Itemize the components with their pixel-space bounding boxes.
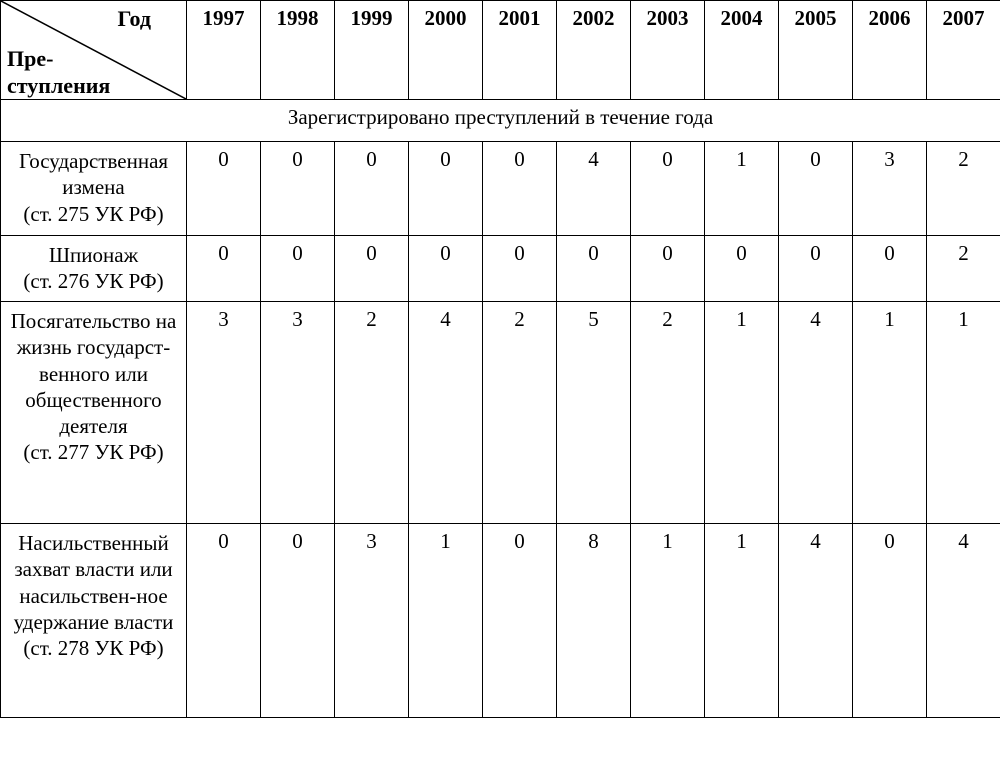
year-header: 2002 [557, 1, 631, 100]
table-row: Посягательство на жизнь государст-венног… [1, 302, 1000, 524]
year-header: 2004 [705, 1, 779, 100]
data-cell: 2 [927, 142, 1000, 236]
year-header: 1997 [187, 1, 261, 100]
data-cell: 4 [779, 524, 853, 718]
row-label: Насильственный захват власти или насильс… [1, 524, 187, 718]
data-cell: 0 [335, 142, 409, 236]
data-cell: 8 [557, 524, 631, 718]
data-cell: 1 [927, 302, 1000, 524]
data-cell: 0 [705, 236, 779, 302]
data-cell: 1 [705, 524, 779, 718]
data-cell: 0 [261, 236, 335, 302]
table-row: Шпионаж(ст. 276 УК РФ) 0 0 0 0 0 0 0 0 0… [1, 236, 1000, 302]
data-cell: 0 [853, 236, 927, 302]
table-row: Насильственный захват власти или насильс… [1, 524, 1000, 718]
data-cell: 0 [631, 142, 705, 236]
header-rows-label: Пре-ступления [7, 46, 110, 99]
data-cell: 0 [261, 524, 335, 718]
year-header: 2007 [927, 1, 1000, 100]
table-header-row: Год Пре-ступления 1997 1998 1999 2000 20… [1, 1, 1000, 100]
data-cell: 0 [557, 236, 631, 302]
data-cell: 1 [705, 142, 779, 236]
year-header: 2000 [409, 1, 483, 100]
data-cell: 0 [779, 236, 853, 302]
year-header: 2001 [483, 1, 557, 100]
year-header: 2003 [631, 1, 705, 100]
data-cell: 3 [187, 302, 261, 524]
data-cell: 4 [927, 524, 1000, 718]
data-cell: 4 [557, 142, 631, 236]
section-title: Зарегистрировано преступлений в течение … [1, 100, 1000, 142]
diagonal-header-cell: Год Пре-ступления [1, 1, 187, 100]
data-cell: 0 [261, 142, 335, 236]
table-row: Государственная измена(ст. 275 УК РФ) 0 … [1, 142, 1000, 236]
data-cell: 4 [409, 302, 483, 524]
data-cell: 1 [853, 302, 927, 524]
data-cell: 2 [335, 302, 409, 524]
data-cell: 1 [631, 524, 705, 718]
data-cell: 3 [261, 302, 335, 524]
data-cell: 0 [187, 142, 261, 236]
data-cell: 0 [631, 236, 705, 302]
row-label: Посягательство на жизнь государст-венног… [1, 302, 187, 524]
header-columns-label: Год [117, 5, 151, 33]
data-cell: 0 [483, 142, 557, 236]
year-header: 2006 [853, 1, 927, 100]
row-label: Государственная измена(ст. 275 УК РФ) [1, 142, 187, 236]
data-cell: 4 [779, 302, 853, 524]
crime-statistics-table: Год Пре-ступления 1997 1998 1999 2000 20… [0, 0, 1000, 718]
data-cell: 3 [335, 524, 409, 718]
data-cell: 0 [187, 236, 261, 302]
data-cell: 0 [409, 236, 483, 302]
data-cell: 3 [853, 142, 927, 236]
data-cell: 2 [631, 302, 705, 524]
data-cell: 5 [557, 302, 631, 524]
year-header: 1999 [335, 1, 409, 100]
data-cell: 0 [779, 142, 853, 236]
section-title-row: Зарегистрировано преступлений в течение … [1, 100, 1000, 142]
data-cell: 1 [409, 524, 483, 718]
row-label: Шпионаж(ст. 276 УК РФ) [1, 236, 187, 302]
data-cell: 0 [335, 236, 409, 302]
data-cell: 0 [853, 524, 927, 718]
page: Год Пре-ступления 1997 1998 1999 2000 20… [0, 0, 1000, 778]
data-cell: 0 [187, 524, 261, 718]
year-header: 2005 [779, 1, 853, 100]
data-cell: 0 [409, 142, 483, 236]
data-cell: 0 [483, 524, 557, 718]
data-cell: 1 [705, 302, 779, 524]
data-cell: 2 [483, 302, 557, 524]
data-cell: 0 [483, 236, 557, 302]
year-header: 1998 [261, 1, 335, 100]
data-cell: 2 [927, 236, 1000, 302]
